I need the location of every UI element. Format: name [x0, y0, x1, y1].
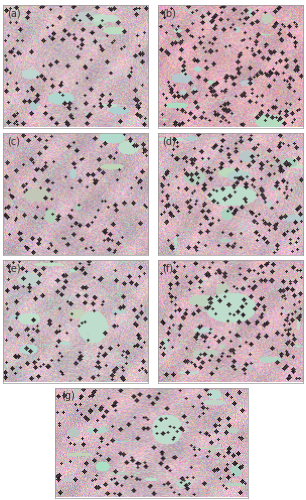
Text: (g): (g) — [61, 391, 75, 401]
Text: (a): (a) — [7, 8, 21, 18]
Text: (b): (b) — [162, 8, 176, 18]
Text: (e): (e) — [7, 264, 21, 274]
Text: (c): (c) — [7, 136, 21, 146]
Text: (d): (d) — [162, 136, 176, 146]
Text: (f): (f) — [162, 264, 173, 274]
